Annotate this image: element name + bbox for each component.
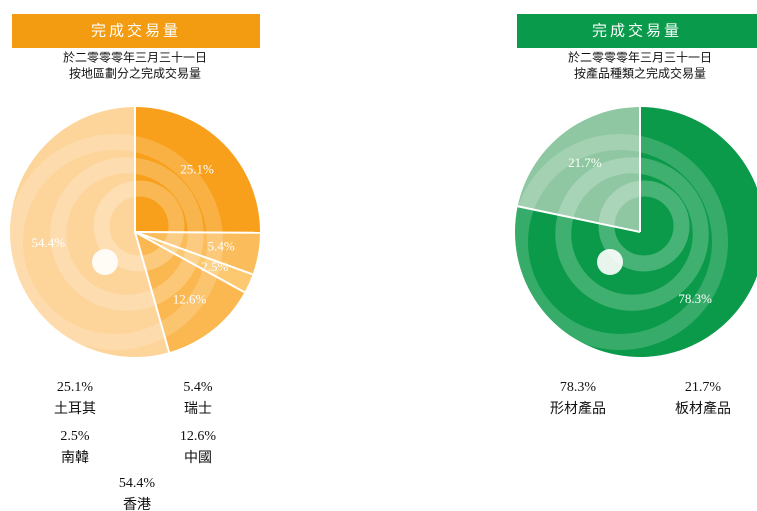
legend-value: 25.1% xyxy=(57,380,94,395)
chart-subtitle: 於二零零零年三月三十一日 xyxy=(568,50,712,65)
swirl xyxy=(598,180,690,272)
slice-label: 78.3% xyxy=(678,291,712,306)
pie-slice xyxy=(517,107,640,232)
slice-label: 5.4% xyxy=(208,238,235,253)
header-bar xyxy=(12,14,260,48)
chart-subtitle: 於二零零零年三月三十一日 xyxy=(63,50,207,65)
chart-title: 完成交易量 xyxy=(91,22,181,40)
legend-value: 5.4% xyxy=(183,380,213,395)
highlight xyxy=(597,249,623,275)
swirl xyxy=(93,180,185,272)
legend-value: 78.3% xyxy=(560,380,597,395)
legend-label: 形材產品 xyxy=(550,400,606,417)
highlight xyxy=(92,249,118,275)
swirl xyxy=(555,157,709,311)
legend-value: 12.6% xyxy=(180,429,217,444)
header-bar xyxy=(517,14,757,48)
swirl xyxy=(10,134,223,350)
slice-separator xyxy=(134,231,261,234)
slice-label: 12.6% xyxy=(173,291,207,306)
slice-label: 25.1% xyxy=(180,161,214,176)
pie-slice xyxy=(135,107,260,233)
chart-title: 完成交易量 xyxy=(592,22,682,40)
legend-label: 香港 xyxy=(123,497,151,511)
legend-label: 板材產品 xyxy=(675,400,731,417)
legend-label: 南韓 xyxy=(61,450,89,466)
decoration xyxy=(10,134,223,350)
pie-slice xyxy=(135,232,245,353)
slice-label: 21.7% xyxy=(568,155,602,170)
legend-label: 瑞士 xyxy=(184,401,212,417)
swirl xyxy=(515,134,728,350)
slice-label: 54.4% xyxy=(32,235,66,250)
slice-separator xyxy=(517,205,641,233)
chart-subtitle: 按產品種類之完成交易量 xyxy=(574,66,706,81)
legend-value: 54.4% xyxy=(119,476,156,491)
slice-separator xyxy=(134,231,246,294)
legend-value: 21.7% xyxy=(685,380,722,395)
legend-value: 2.5% xyxy=(60,429,90,444)
chart-subtitle: 按地區劃分之完成交易量 xyxy=(69,66,201,81)
pie-slice xyxy=(9,107,170,357)
slice-separator xyxy=(134,231,253,276)
swirl xyxy=(50,157,204,311)
decoration xyxy=(515,134,728,350)
legend-label: 土耳其 xyxy=(54,401,96,417)
slice-separator xyxy=(134,231,171,353)
pie xyxy=(9,107,260,357)
legend-label: 中國 xyxy=(184,450,212,466)
